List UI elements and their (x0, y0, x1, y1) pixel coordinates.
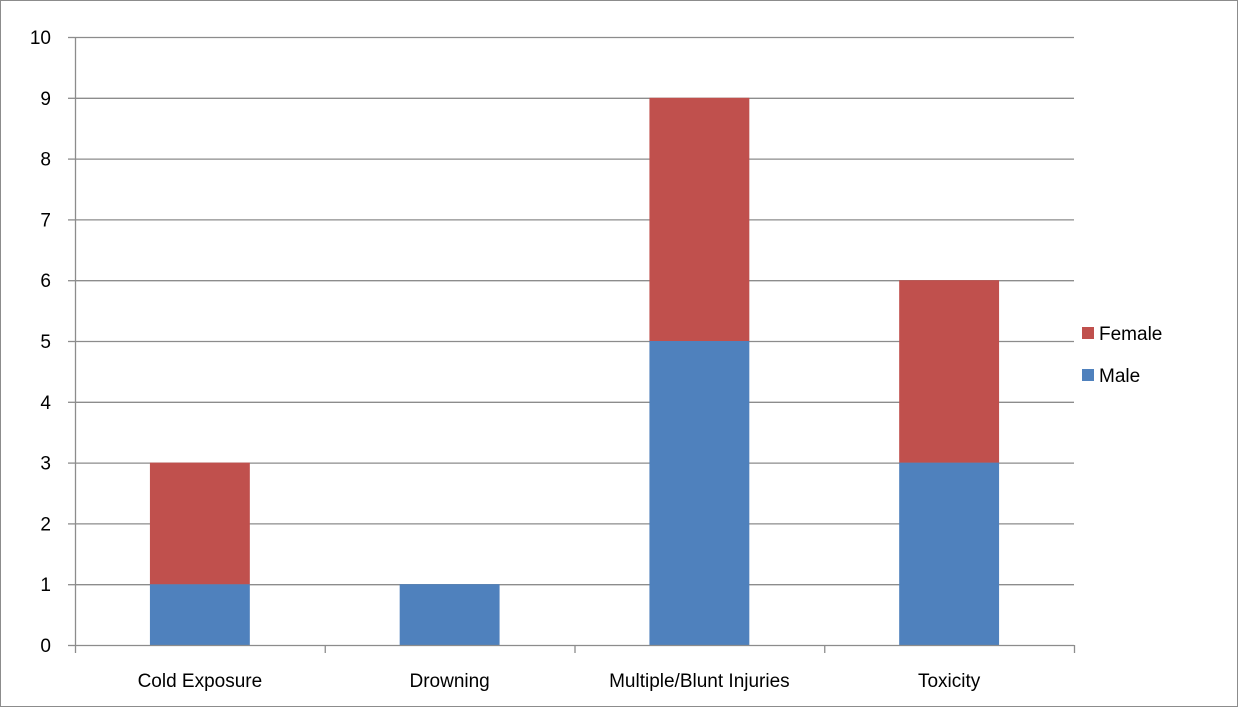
bar-male-2 (649, 341, 750, 645)
bar-female-2 (649, 97, 750, 341)
x-tick-label-1: Drowning (409, 671, 489, 692)
legend-label-male: Male (1099, 366, 1140, 387)
bar-male-1 (399, 584, 500, 645)
legend: Female Male (1082, 324, 1162, 387)
legend-swatch-male (1082, 369, 1094, 381)
y-tick-label-3: 3 (40, 454, 51, 475)
x-tick-labels: Cold Exposure Drowning Multiple/Blunt Inju… (138, 671, 981, 692)
y-tick-label-4: 4 (40, 393, 51, 414)
bar-male-0 (149, 584, 250, 645)
y-tick-labels: 0 1 2 3 4 5 6 7 8 9 10 (30, 28, 52, 657)
y-tick-label-5: 5 (40, 332, 51, 353)
legend-swatch-female (1082, 327, 1094, 339)
y-tick-label-6: 6 (40, 271, 51, 292)
bars (149, 97, 1000, 645)
y-tick-label-2: 2 (40, 514, 51, 535)
axes (68, 36, 1076, 653)
y-tick-label-8: 8 (40, 150, 51, 171)
y-tick-label-10: 10 (30, 28, 51, 49)
x-tick-label-3: Toxicity (918, 671, 981, 692)
bar-male-3 (899, 462, 1000, 645)
y-tick-label-1: 1 (40, 575, 51, 596)
bar-female-3 (899, 280, 1000, 463)
x-tick-label-0: Cold Exposure (138, 671, 263, 692)
bar-female-0 (149, 462, 250, 585)
x-tick-label-2: Multiple/Blunt Injuries (609, 671, 790, 692)
y-tick-label-0: 0 (40, 636, 51, 657)
legend-label-female: Female (1099, 324, 1162, 345)
y-tick-label-7: 7 (40, 210, 51, 231)
y-tick-label-9: 9 (40, 89, 51, 110)
